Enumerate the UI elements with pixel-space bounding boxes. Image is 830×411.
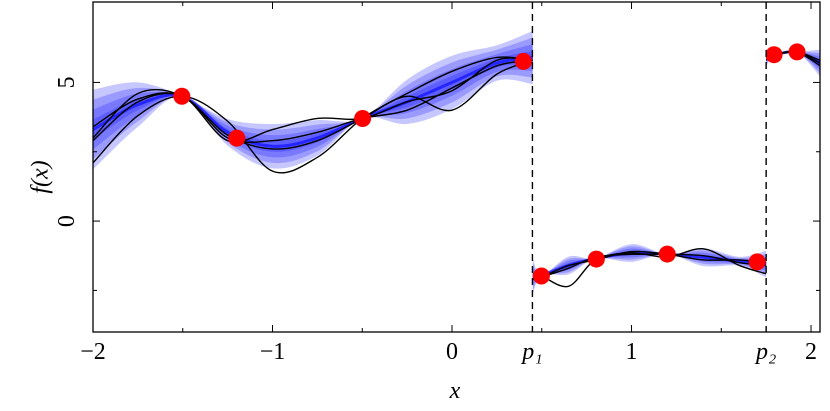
plot-frame bbox=[92, 1, 821, 333]
observation bbox=[173, 87, 191, 105]
observation bbox=[587, 250, 605, 268]
overlay: p₁ p₂ −2 −1 0 1 2 0 5 bbox=[54, 1, 821, 365]
observation bbox=[228, 129, 246, 147]
y-tick-label: 0 bbox=[54, 215, 80, 227]
sample-line bbox=[93, 57, 533, 143]
observation bbox=[514, 52, 532, 70]
observation bbox=[748, 253, 766, 271]
x-axis-label: x bbox=[449, 378, 461, 404]
sample-line bbox=[93, 56, 533, 174]
confidence-band bbox=[93, 44, 533, 158]
y-axis-label: f(x) bbox=[28, 160, 54, 193]
plot-area bbox=[93, 30, 820, 295]
changepoint-label: p₂ bbox=[754, 339, 776, 365]
x-tick-label: 0 bbox=[446, 339, 458, 365]
changepoint-label: p₁ bbox=[520, 339, 542, 365]
x-tick-label: 1 bbox=[626, 339, 638, 365]
observation bbox=[658, 245, 676, 263]
sample-line bbox=[93, 59, 534, 150]
observation bbox=[532, 267, 550, 285]
observation bbox=[354, 109, 372, 127]
x-tick-label: −1 bbox=[260, 339, 286, 365]
y-tick-label: 5 bbox=[54, 76, 80, 88]
observation bbox=[765, 46, 783, 64]
observation bbox=[788, 43, 806, 61]
x-tick-label: −2 bbox=[80, 339, 106, 365]
x-tick-label: 2 bbox=[805, 339, 817, 365]
mean-line bbox=[93, 55, 534, 148]
